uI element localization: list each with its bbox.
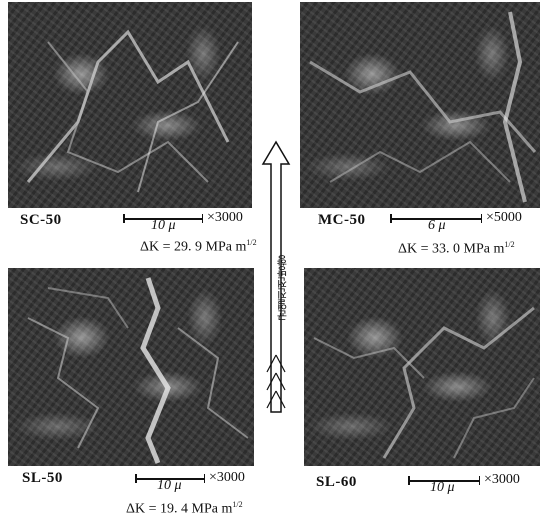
delta-k-sl50: ΔK = 19. 4 MPa m1/2	[126, 500, 243, 518]
crack-direction-arrow: 균열진전방향	[255, 140, 297, 420]
delta-k-sc50-exponent: 1/2	[246, 238, 257, 247]
delta-k-sl50-exponent: 1/2	[232, 500, 243, 509]
panel-label-sl60: SL-60	[316, 474, 357, 490]
panel-label-mc50: MC-50	[318, 212, 366, 228]
panel-label-sl50: SL-50	[22, 470, 63, 486]
delta-k-sc50-value: ΔK = 29. 9 MPa m	[140, 239, 247, 255]
scale-length-sc50: 10 μ	[151, 218, 176, 233]
delta-k-sl50-value: ΔK = 19. 4 MPa m	[126, 501, 233, 517]
micrograph-mc50	[300, 2, 540, 208]
micrograph-sl50	[8, 268, 254, 466]
delta-k-mc50-value: ΔK = 33. 0 MPa m	[398, 241, 505, 257]
delta-k-mc50: ΔK = 33. 0 MPa m1/2	[398, 240, 515, 258]
scale-length-sl50: 10 μ	[157, 478, 182, 493]
micrograph-sl60	[304, 268, 540, 466]
micrograph-sc50	[8, 2, 252, 208]
magnification-mc50: ×5000	[486, 210, 522, 225]
delta-k-mc50-exponent: 1/2	[504, 240, 515, 249]
magnification-sc50: ×3000	[207, 210, 243, 225]
scale-length-sl60: 10 μ	[430, 480, 455, 495]
panel-label-sc50: SC-50	[20, 212, 62, 228]
scale-length-mc50: 6 μ	[428, 218, 446, 233]
delta-k-sc50: ΔK = 29. 9 MPa m1/2	[140, 238, 257, 256]
arrow-icon	[261, 140, 291, 413]
magnification-sl60: ×3000	[484, 472, 520, 487]
crack-direction-label: 균열진전방향	[276, 255, 289, 321]
magnification-sl50: ×3000	[209, 470, 245, 485]
